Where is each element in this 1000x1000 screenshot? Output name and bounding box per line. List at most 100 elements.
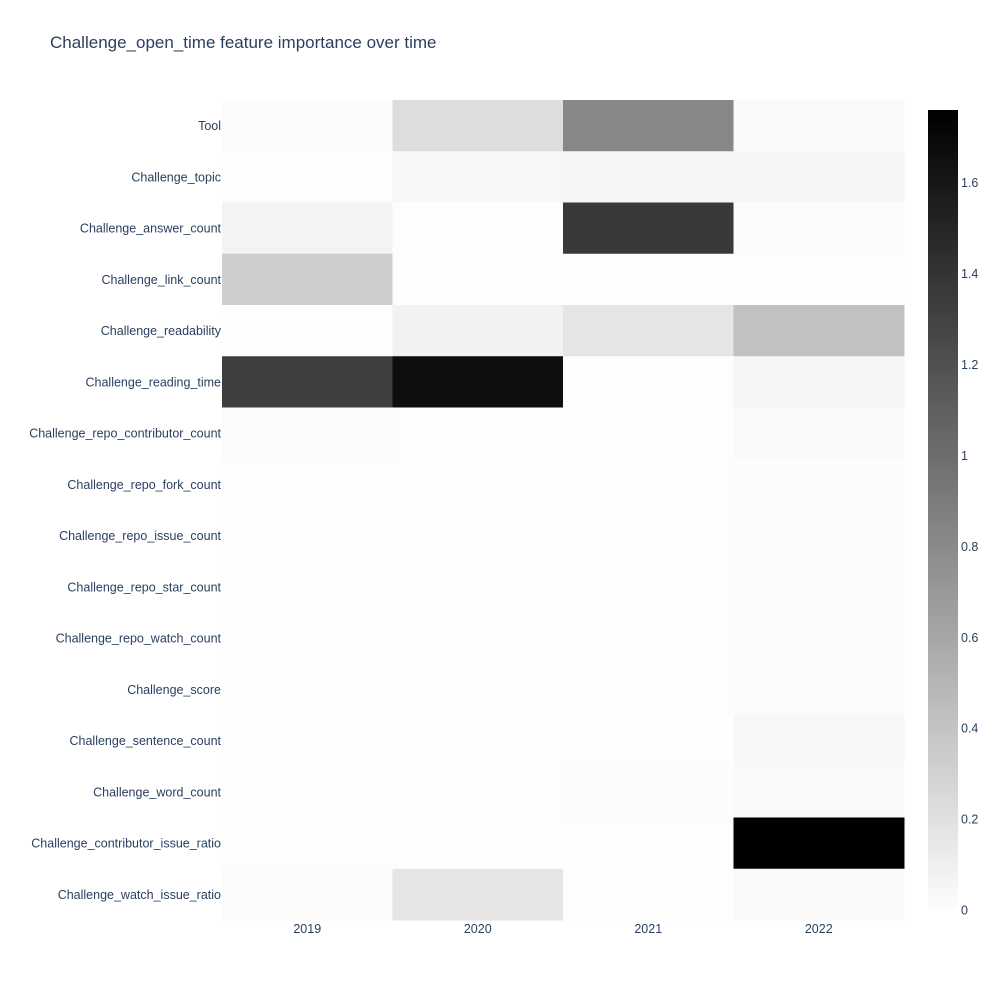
colorbar-tick-label: 1	[961, 449, 968, 463]
heatmap-cell	[733, 253, 905, 306]
heatmap-cell	[392, 817, 564, 870]
heatmap-cell	[222, 868, 393, 921]
x-tick-label: 2020	[464, 922, 492, 936]
x-tick-label: 2019	[293, 922, 321, 936]
x-tick-label: 2022	[805, 922, 833, 936]
heatmap-cell	[222, 663, 393, 716]
heatmap-cell	[563, 715, 734, 767]
heatmap-cell	[392, 612, 564, 665]
y-tick-label: Tool	[198, 119, 221, 133]
heatmap-cell	[222, 253, 393, 306]
heatmap-cell	[563, 561, 734, 613]
heatmap-cell	[392, 151, 564, 203]
heatmap-cell	[392, 407, 564, 460]
heatmap-cell	[392, 100, 564, 152]
y-axis-labels: Tool Challenge_topic Challenge_answer_coun…	[29, 119, 222, 902]
heatmap-cell	[733, 715, 905, 767]
heatmap-cell	[733, 458, 905, 511]
heatmap-cell	[563, 510, 734, 562]
heatmap-cell	[563, 663, 734, 716]
heatmap-cell	[563, 356, 734, 408]
colorbar-tick-label: 0.4	[961, 722, 978, 736]
y-tick-label: Challenge_link_count	[101, 273, 221, 287]
heatmap-cell	[733, 817, 905, 870]
heatmap-cell	[222, 305, 393, 357]
heatmap-cell	[392, 253, 564, 306]
y-tick-label: Challenge_word_count	[93, 785, 221, 799]
y-tick-label: Challenge_repo_star_count	[67, 580, 221, 594]
x-axis-labels: 2019 2020 2021 2022	[293, 922, 832, 936]
colorbar	[928, 110, 958, 910]
heatmap-cell	[733, 663, 905, 716]
y-tick-label: Challenge_repo_fork_count	[67, 478, 221, 492]
heatmap-cell	[563, 202, 734, 255]
heatmap-cell	[222, 100, 393, 152]
heatmap-cell	[563, 151, 734, 203]
heatmap-cell	[563, 458, 734, 511]
y-tick-label: Challenge_repo_contributor_count	[29, 427, 221, 441]
heatmap-cell	[222, 510, 393, 562]
heatmap-cell	[222, 458, 393, 511]
heatmap-cell	[563, 407, 734, 460]
heatmap-cell	[392, 715, 564, 767]
heatmap-cell	[563, 868, 734, 921]
heatmap-cell	[222, 715, 393, 767]
heatmap-cell	[733, 305, 905, 357]
x-tick-label: 2021	[634, 922, 662, 936]
colorbar-tick-label: 0	[961, 904, 968, 918]
heatmap-cell	[563, 817, 734, 870]
heatmap-cell	[733, 202, 905, 255]
heatmap-cell	[222, 407, 393, 460]
y-tick-label: Challenge_repo_watch_count	[56, 632, 222, 646]
y-tick-label: Challenge_readability	[101, 324, 222, 338]
y-tick-label: Challenge_answer_count	[80, 222, 222, 236]
heatmap-cell	[392, 561, 564, 613]
heatmap-cell	[733, 868, 905, 921]
heatmap-cell	[733, 100, 905, 152]
y-tick-label: Challenge_topic	[131, 170, 221, 184]
heatmap-cell	[733, 151, 905, 203]
chart-title: Challenge_open_time feature importance o…	[50, 33, 437, 52]
y-tick-label: Challenge_score	[127, 683, 221, 697]
heatmap-cell	[563, 612, 734, 665]
heatmap-cell	[392, 458, 564, 511]
heatmap-cell	[563, 766, 734, 818]
heatmap-cell	[222, 561, 393, 613]
heatmap-cell	[563, 100, 734, 152]
heatmap-cell	[392, 202, 564, 255]
heatmap-cell	[733, 356, 905, 408]
heatmap-cell	[222, 766, 393, 818]
heatmap-cell	[733, 561, 905, 613]
heatmap-cell	[733, 510, 905, 562]
heatmap-cell	[563, 305, 734, 357]
y-tick-label: Challenge_watch_issue_ratio	[58, 888, 221, 902]
colorbar-tick-label: 1.6	[961, 176, 978, 190]
heatmap-cell	[222, 612, 393, 665]
heatmap-cell	[222, 151, 393, 203]
heatmap-cell	[392, 356, 564, 408]
heatmap-cell	[222, 202, 393, 255]
y-tick-label: Challenge_sentence_count	[69, 734, 221, 748]
heatmap-cells	[222, 100, 905, 921]
colorbar-tick-labels: 0 0.2 0.4 0.6 0.8 1 1.2 1.4 1.6	[961, 176, 978, 917]
heatmap-cell	[222, 817, 393, 870]
heatmap-cell	[733, 612, 905, 665]
colorbar-tick-label: 1.2	[961, 358, 978, 372]
y-tick-label: Challenge_contributor_issue_ratio	[31, 837, 221, 851]
heatmap-cell	[222, 356, 393, 408]
heatmap-cell	[392, 868, 564, 921]
y-tick-label: Challenge_reading_time	[85, 375, 221, 389]
heatmap-cell	[733, 766, 905, 818]
heatmap-cell	[392, 663, 564, 716]
y-tick-label: Challenge_repo_issue_count	[59, 529, 221, 543]
colorbar-gradient	[928, 110, 958, 910]
colorbar-tick-label: 1.4	[961, 267, 978, 281]
colorbar-tick-label: 0.8	[961, 540, 978, 554]
heatmap-cell	[392, 305, 564, 357]
heatmap-cell	[733, 407, 905, 460]
heatmap-cell	[563, 253, 734, 306]
colorbar-tick-label: 0.2	[961, 813, 978, 827]
heatmap-cell	[392, 510, 564, 562]
heatmap-cell	[392, 766, 564, 818]
